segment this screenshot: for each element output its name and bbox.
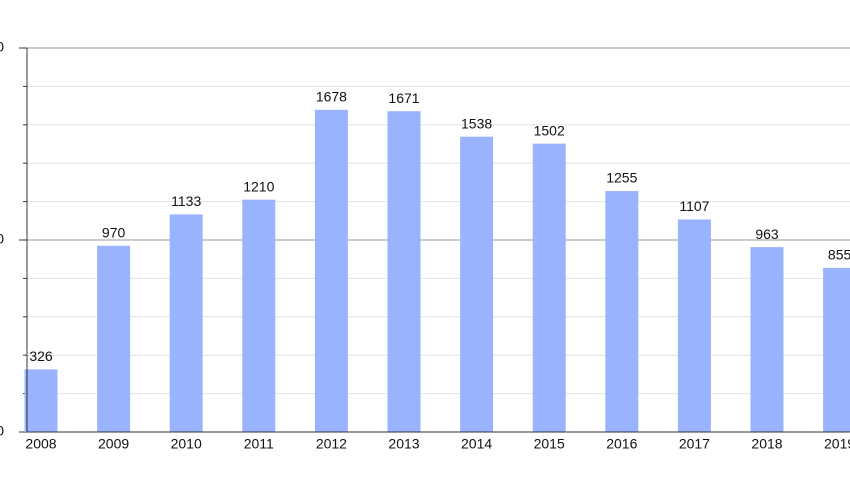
x-tick-label: 2010 (171, 436, 202, 452)
x-tick-label: 2018 (751, 436, 782, 452)
x-tick-label: 2014 (461, 436, 492, 452)
bar (460, 136, 494, 433)
bar (24, 369, 58, 432)
bar (242, 199, 276, 432)
bar (97, 245, 131, 432)
x-tick-label: 2011 (244, 436, 274, 452)
value-label: 1210 (243, 178, 274, 194)
x-tick-label: 2013 (388, 436, 419, 452)
x-tick-label: 2015 (534, 436, 565, 452)
bar (750, 247, 784, 432)
value-label: 963 (755, 226, 779, 242)
bar (605, 191, 639, 432)
x-tick-label: 2012 (316, 436, 347, 452)
value-label: 1671 (388, 90, 419, 106)
value-label: 1538 (461, 115, 492, 131)
bar (387, 111, 421, 432)
bar (532, 143, 566, 432)
value-label: 1502 (534, 122, 565, 138)
bar (169, 214, 203, 432)
value-label: 1255 (606, 170, 637, 186)
y-tick-label: 1000 (0, 231, 4, 247)
value-label: 1133 (171, 193, 201, 209)
bar (677, 219, 711, 432)
y-tick-label: 0 (0, 423, 4, 439)
value-label: 326 (29, 348, 53, 364)
x-tick-label: 2008 (25, 436, 56, 452)
bar (823, 267, 850, 432)
y-tick-label: 2000 (0, 39, 4, 55)
x-tick-label: 2019 (824, 436, 850, 452)
x-tick-label: 2009 (98, 436, 129, 452)
value-label: 1107 (679, 198, 709, 214)
value-label: 970 (102, 224, 126, 240)
x-tick-label: 2017 (679, 436, 710, 452)
bar (314, 109, 348, 432)
value-label: 855 (828, 247, 850, 263)
value-label: 1678 (316, 89, 347, 105)
x-tick-label: 2016 (606, 436, 637, 452)
